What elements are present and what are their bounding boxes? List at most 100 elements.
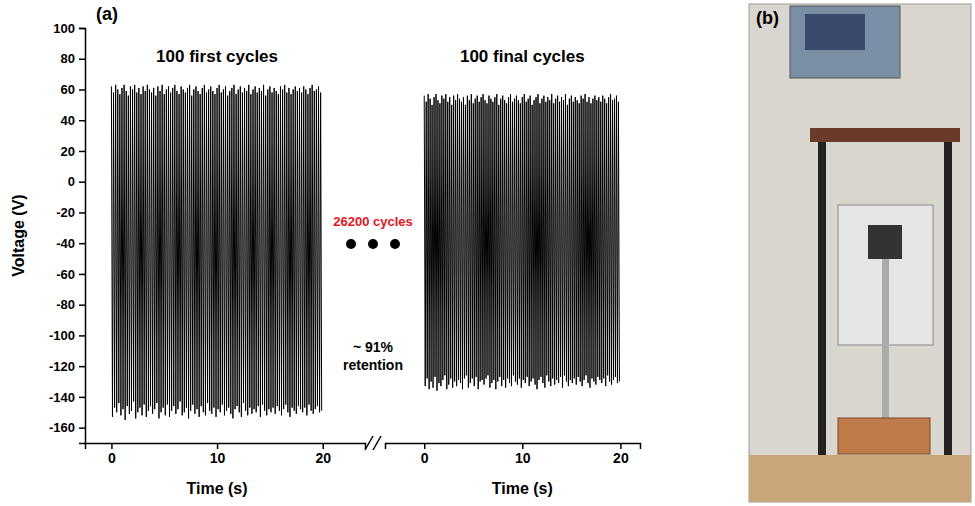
y-tick-mark xyxy=(79,274,85,276)
y-tick: -100 xyxy=(49,328,85,343)
y-tick: -120 xyxy=(49,359,85,374)
y-tick-mark xyxy=(79,89,85,91)
x-tick-mark xyxy=(217,443,219,449)
x-tick: 20 xyxy=(613,443,629,466)
y-tick-label: 60 xyxy=(61,82,75,97)
y-tick: -80 xyxy=(56,297,85,312)
x-tick-mark xyxy=(620,443,622,449)
frame-post xyxy=(818,142,826,472)
x-axis: 0 10 20 xyxy=(86,443,366,466)
chart-root: 0 10 20 Time (s) 100 first cycles -160 -140 -12… xyxy=(0,0,975,506)
plot-area xyxy=(424,94,619,391)
y-axis-title: Voltage (V) xyxy=(10,194,27,276)
motor xyxy=(868,225,902,259)
x-tick: 10 xyxy=(515,443,531,466)
y-tick: -40 xyxy=(56,236,85,251)
copper-device xyxy=(838,418,930,454)
x-tick-label: 10 xyxy=(210,450,226,466)
figure: 0 10 20 Time (s) 100 first cycles -160 -140 -12… xyxy=(0,0,975,506)
photo-panel xyxy=(749,4,971,502)
y-tick-mark xyxy=(79,304,85,306)
photo-background xyxy=(749,4,971,502)
frame-top xyxy=(810,128,960,142)
x-tick-label: 0 xyxy=(421,450,429,466)
x-tick-mark xyxy=(424,443,426,449)
x-tick: 0 xyxy=(421,443,429,466)
y-tick-mark xyxy=(79,58,85,60)
x-axis-title: Time (s) xyxy=(492,480,553,497)
axis-break xyxy=(365,436,381,450)
x-tick-label: 20 xyxy=(315,450,331,466)
y-tick: 20 xyxy=(61,144,85,159)
series-title: 100 first cycles xyxy=(156,47,278,66)
break-mark xyxy=(365,436,373,450)
panel-label: (b) xyxy=(756,8,779,28)
y-tick: -160 xyxy=(49,420,85,435)
y-tick-mark xyxy=(79,181,85,183)
x-tick-mark xyxy=(322,443,324,449)
plot-area xyxy=(111,85,321,420)
oscilloscope-screen xyxy=(805,14,865,50)
x-tick-label: 0 xyxy=(108,450,116,466)
frame-post xyxy=(944,142,952,472)
x-tick-mark xyxy=(522,443,524,449)
y-tick-mark xyxy=(79,366,85,368)
break-mark xyxy=(373,436,381,450)
oscilloscope xyxy=(790,6,900,78)
y-axis: -160 -140 -120 -100 -80 -60 -40 -20 0 20 40 60 80 100 xyxy=(49,21,86,444)
y-tick-label: 20 xyxy=(61,144,75,159)
y-tick: 0 xyxy=(68,174,85,189)
y-tick-label: -20 xyxy=(56,205,75,220)
x-tick-label: 10 xyxy=(515,450,531,466)
y-tick-mark xyxy=(79,335,85,337)
x-axis-title: Time (s) xyxy=(187,480,248,497)
voltage-line xyxy=(424,94,619,391)
y-axis-line xyxy=(79,29,86,444)
table xyxy=(749,455,971,502)
y-tick: 100 xyxy=(53,21,85,36)
x-tick: 20 xyxy=(315,443,331,466)
y-tick-label: -60 xyxy=(56,267,75,282)
annotation-background xyxy=(331,213,415,230)
y-tick-label: 40 xyxy=(61,113,75,128)
x-axis-line xyxy=(386,444,641,450)
annotation: retention xyxy=(343,357,403,373)
y-tick: 40 xyxy=(61,113,85,128)
y-tick-mark xyxy=(79,212,85,214)
y-tick: 80 xyxy=(61,51,85,66)
series-title: 100 final cycles xyxy=(460,47,585,66)
y-tick-label: -160 xyxy=(49,420,75,435)
x-tick-label: 20 xyxy=(613,450,629,466)
x-tick: 10 xyxy=(210,443,226,466)
panel-label: (a) xyxy=(96,4,118,24)
shaft xyxy=(882,259,889,419)
y-tick-label: -40 xyxy=(56,236,75,251)
ellipsis-dot xyxy=(346,239,356,249)
y-tick: -140 xyxy=(49,390,85,405)
x-tick: 0 xyxy=(108,443,116,466)
y-tick-label: 80 xyxy=(61,51,75,66)
y-tick-label: -140 xyxy=(49,390,75,405)
y-tick-label: 0 xyxy=(68,174,75,189)
x-axis: 0 10 20 xyxy=(386,443,641,466)
x-axis-line xyxy=(86,444,366,450)
ellipsis-dot xyxy=(368,239,378,249)
y-tick-mark xyxy=(79,427,85,429)
y-tick-mark xyxy=(79,28,85,30)
x-tick-mark xyxy=(111,443,113,449)
y-tick-mark xyxy=(79,120,85,122)
y-tick-label: -80 xyxy=(56,297,75,312)
voltage-line xyxy=(111,85,321,420)
y-tick-mark xyxy=(79,397,85,399)
y-tick-label: -120 xyxy=(49,359,75,374)
y-tick: -20 xyxy=(56,205,85,220)
annotation: 26200 cycles xyxy=(333,214,413,229)
y-tick-mark xyxy=(79,151,85,153)
ellipsis-dot xyxy=(390,239,400,249)
annotation: ~ 91% xyxy=(353,339,394,355)
y-tick: -60 xyxy=(56,267,85,282)
y-tick-mark xyxy=(79,243,85,245)
y-tick-label: -100 xyxy=(49,328,75,343)
y-tick: 60 xyxy=(61,82,85,97)
y-tick-label: 100 xyxy=(53,21,75,36)
